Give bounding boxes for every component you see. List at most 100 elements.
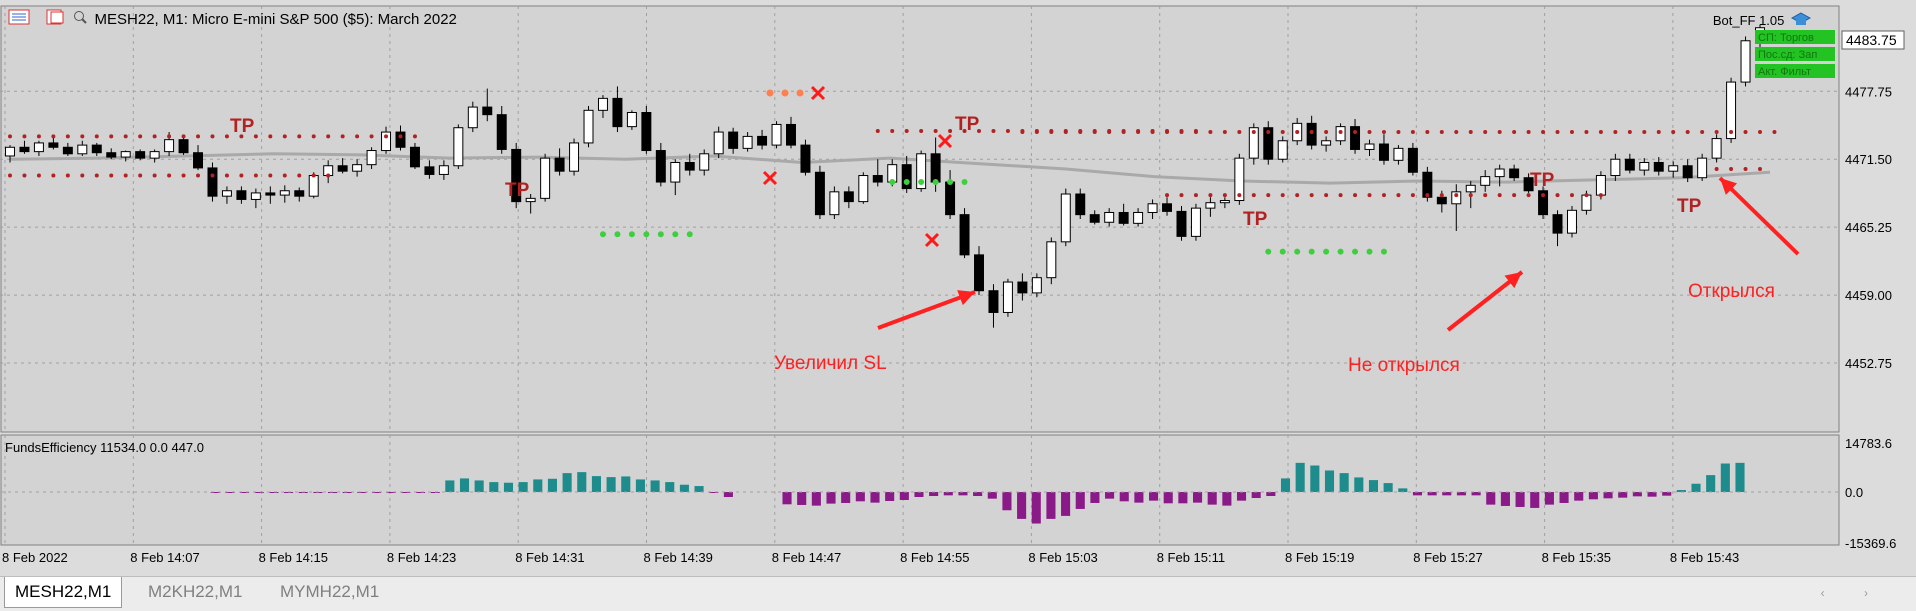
hist-bar (1266, 492, 1276, 497)
hist-bar (1251, 492, 1261, 498)
tab-mymh22[interactable]: MYMH22,M1 (280, 582, 380, 601)
hist-bar (269, 492, 279, 494)
hat-icon[interactable] (1790, 12, 1812, 31)
tp-dot (1193, 130, 1198, 135)
tp-dot (1483, 193, 1488, 198)
hist-bar (1383, 483, 1393, 493)
funds-efficiency-pane[interactable] (0, 434, 1840, 546)
time-tick-label: 8 Feb 14:47 (772, 550, 841, 565)
hist-bar (635, 479, 645, 493)
hist-bar (1075, 492, 1085, 509)
candle-body (1480, 176, 1491, 186)
tp-dot (311, 173, 316, 178)
tp-dot (1237, 193, 1242, 198)
candle-body (236, 190, 247, 200)
candle-body (1205, 202, 1216, 209)
chart-zoom-icon[interactable] (72, 9, 88, 29)
candle-body (5, 146, 15, 157)
chart-title: MESH22, M1: Micro E-mini S&P 500 ($5): M… (94, 10, 457, 28)
hist-bar (987, 492, 997, 499)
candle-body (800, 144, 811, 173)
hist-bar (665, 482, 675, 493)
tp-dot (1526, 130, 1531, 135)
tp-dot (904, 128, 909, 133)
tp-dot (1410, 193, 1415, 198)
tp-dot (1656, 130, 1661, 135)
candle-body (1104, 211, 1115, 223)
candle-body (728, 131, 739, 149)
candle-body (193, 152, 203, 169)
tp-label: TP (505, 180, 530, 201)
candle-body (1306, 122, 1317, 146)
hist-bar (1222, 492, 1232, 506)
signal-dot (903, 179, 910, 186)
candle-body (496, 114, 507, 150)
tab-scroll-arrows[interactable]: ‹ › (1820, 586, 1886, 600)
chart-window-icon[interactable] (46, 9, 66, 29)
candle-body (583, 109, 594, 144)
tab-mesh22[interactable]: MESH22,M1 (4, 577, 123, 608)
time-tick-label: 8 Feb 14:31 (515, 550, 584, 565)
hist-bar (723, 492, 733, 498)
tp-dot (1396, 130, 1401, 135)
candle-body (1162, 203, 1173, 212)
candle-body (1002, 281, 1013, 313)
hist-bar (1207, 492, 1217, 505)
candle-body (569, 142, 580, 172)
hist-bar (254, 492, 264, 494)
tp-dot (196, 134, 201, 139)
tp-dot (1165, 130, 1170, 135)
candle-body (1509, 168, 1520, 179)
hist-bar (606, 477, 616, 493)
tp-dot (1005, 128, 1010, 133)
candle-body (62, 146, 73, 155)
chart-tab-bar: MESH22,M1 M2KH22,M1 MYMH22,M1 ‹ › (0, 576, 1916, 611)
signal-dot (1366, 248, 1373, 255)
tp-dot (138, 173, 143, 178)
time-tick-label: 8 Feb 15:35 (1542, 550, 1611, 565)
tp-dot (1439, 193, 1444, 198)
time-tick-label: 8 Feb 15:27 (1413, 550, 1482, 565)
tp-dot (1208, 130, 1213, 135)
hist-bar (1427, 492, 1437, 496)
candle-body (1060, 193, 1071, 243)
hist-bar (797, 492, 807, 505)
hist-bar (1647, 492, 1657, 497)
tp-dot (282, 134, 287, 139)
tp-dot (239, 173, 244, 178)
candle-body (1538, 190, 1549, 216)
signal-dot (628, 231, 635, 238)
price-chart-pane[interactable] (0, 5, 1840, 433)
funds-efficiency-histogram (1, 462, 1838, 524)
tp-dot (1598, 193, 1603, 198)
hist-bar (503, 482, 514, 493)
tab-m2kh22[interactable]: M2KH22,M1 (148, 582, 243, 601)
cancel-cross-icon (810, 85, 826, 101)
candle-body (1017, 281, 1028, 294)
tp-dot (1396, 193, 1401, 198)
candle-body (149, 151, 160, 159)
tp-dot (311, 134, 316, 139)
tp-dot (326, 173, 331, 178)
candle-body (742, 135, 753, 149)
tp-dot (36, 134, 41, 139)
tp-dot (1381, 130, 1386, 135)
candle-body (164, 139, 175, 153)
tp-dot (94, 134, 99, 139)
pending-dot (796, 89, 804, 97)
tp-dot (1555, 193, 1560, 198)
candle-body (872, 175, 883, 183)
hist-bar (1398, 488, 1408, 493)
tp-dot (109, 173, 114, 178)
tp-dot (1295, 130, 1300, 135)
chart-list-icon[interactable] (8, 9, 30, 29)
tp-dot (1193, 193, 1198, 198)
candle-body (48, 142, 59, 148)
tp-dot (1266, 193, 1271, 198)
candle-body (814, 171, 825, 216)
tp-dot (1237, 130, 1242, 135)
candle-body (930, 153, 941, 183)
hist-bar (342, 492, 352, 494)
tp-dot (962, 128, 967, 133)
